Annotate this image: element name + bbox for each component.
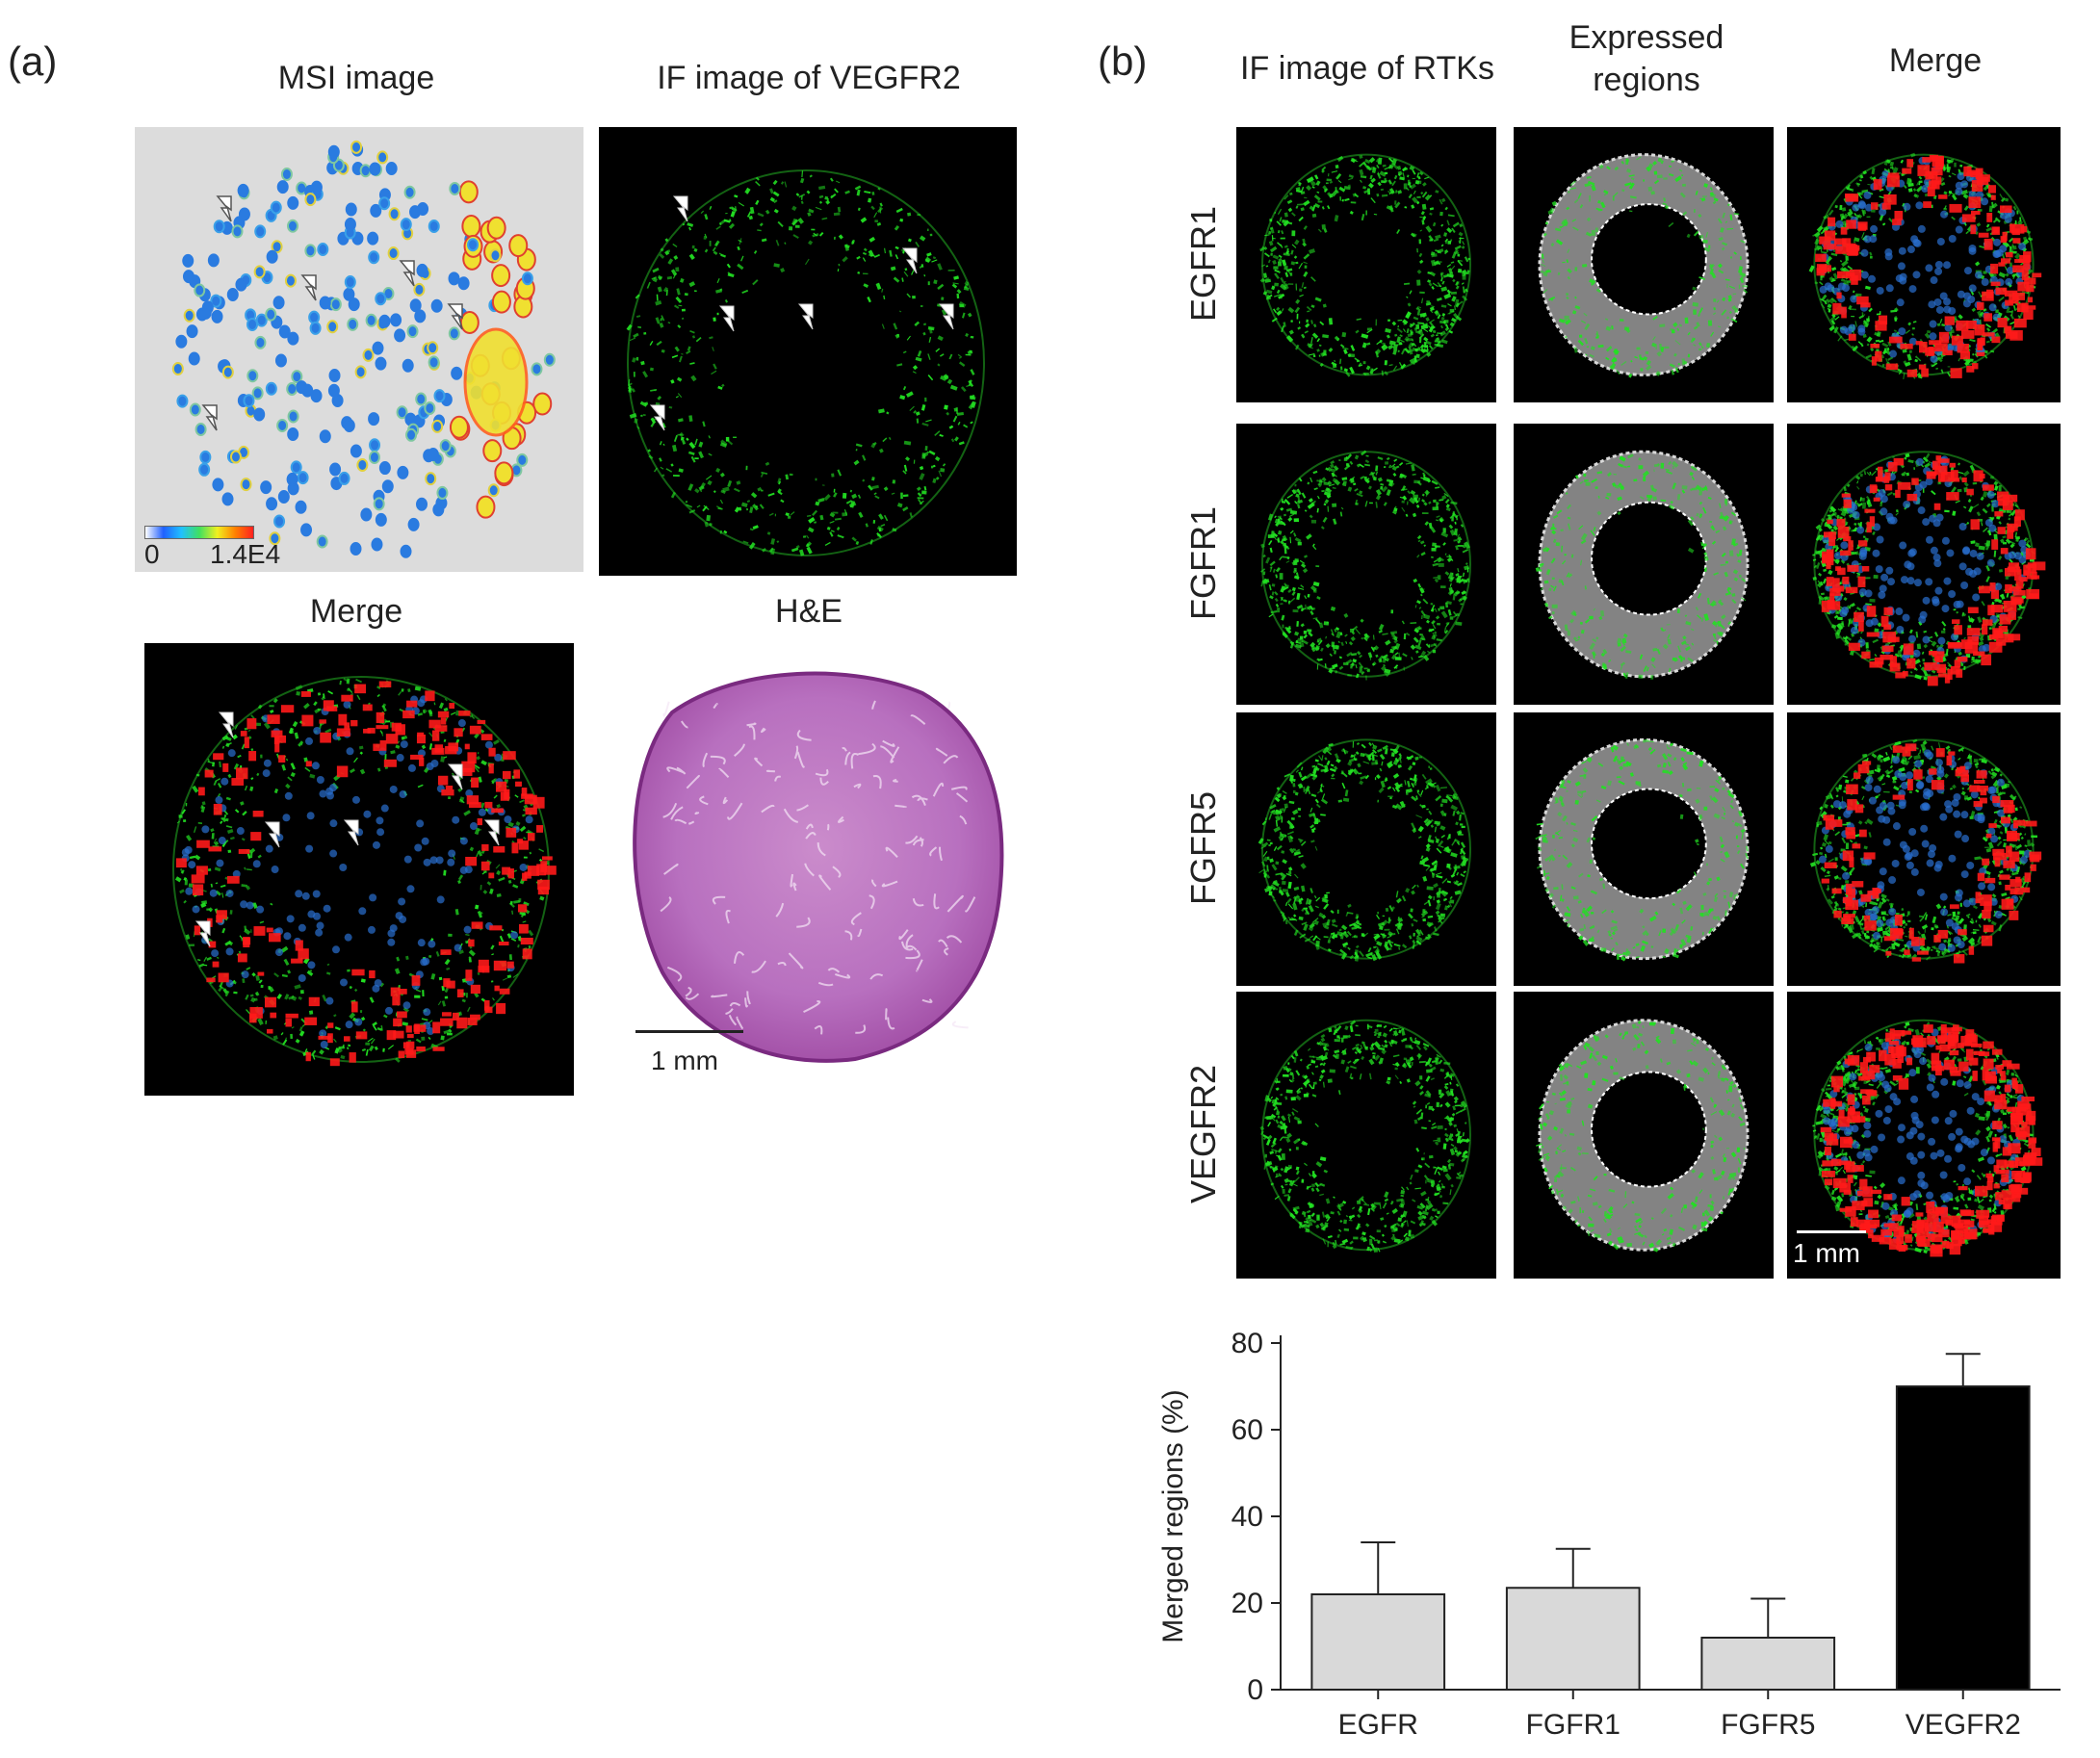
expressed-regions-image-fgfr5 xyxy=(1514,712,1774,986)
bar-fgfr5 xyxy=(1700,1637,1836,1691)
msi-image xyxy=(135,127,583,572)
msi-colorbar xyxy=(144,526,254,539)
if-image-egfr1 xyxy=(1236,127,1496,402)
merge-title-a: Merge xyxy=(309,593,403,630)
panel-a-letter: (a) xyxy=(8,39,58,84)
if-image-fgfr1 xyxy=(1236,424,1496,705)
col-expressed-title-line1: Expressed xyxy=(1569,19,1724,56)
y-tick-label: 0 xyxy=(1247,1674,1263,1706)
he-title: H&E xyxy=(775,593,843,630)
col-if-rtks-title: IF image of RTKs xyxy=(1240,50,1494,87)
row-label-egfr1: EGFR1 xyxy=(1183,205,1223,323)
merge-image-egfr1 xyxy=(1787,127,2061,402)
col-expressed-title-line2: regions xyxy=(1593,62,1700,98)
scale-bar-a xyxy=(635,1030,743,1033)
if-image-vegfr2 xyxy=(599,127,1017,576)
colorbar-max-label: 1.4E4 xyxy=(210,539,281,569)
if-image-vegfr2 xyxy=(1236,992,1496,1279)
merge-image-fgfr5 xyxy=(1787,712,2061,986)
if-image-vegfr2-title: IF image of VEGFR2 xyxy=(657,60,961,96)
row-label-fgfr1: FGFR1 xyxy=(1183,506,1223,621)
panel-b-letter: (b) xyxy=(1098,39,1148,84)
col-merge-title-b: Merge xyxy=(1888,42,1983,79)
if-image-fgfr5 xyxy=(1236,712,1496,986)
y-tick-label: 60 xyxy=(1231,1414,1263,1446)
y-tick-label: 80 xyxy=(1231,1328,1263,1359)
expressed-regions-image-fgfr1 xyxy=(1514,424,1774,705)
x-tick-label: FGFR1 xyxy=(1526,1709,1620,1741)
merge-image-vegfr2 xyxy=(1787,992,2061,1279)
x-tick-label: FGFR5 xyxy=(1721,1709,1815,1741)
x-tick-label: VEGFR2 xyxy=(1906,1709,2021,1741)
y-tick-label: 20 xyxy=(1231,1588,1263,1619)
bar-fgfr1 xyxy=(1505,1587,1641,1691)
x-tick-label: EGFR xyxy=(1338,1709,1418,1741)
he-image xyxy=(605,655,1019,1078)
merge-image-a xyxy=(144,643,574,1096)
msi-image-title: MSI image xyxy=(277,60,435,96)
row-label-fgfr5: FGFR5 xyxy=(1183,791,1223,906)
bar-vegfr2 xyxy=(1895,1385,2031,1691)
scale-label-b: 1 mm xyxy=(1793,1238,1860,1268)
y-tick-label: 40 xyxy=(1231,1501,1263,1533)
bar-chart: 0 20 40 60 80 Merged regions (%) EGFR FGFR1 FGFR… xyxy=(1136,1324,2080,1757)
y-axis-label: Merged regions (%) xyxy=(1157,1389,1189,1642)
colorbar-min-label: 0 xyxy=(144,539,160,569)
bar-egfr xyxy=(1310,1593,1446,1691)
row-label-vegfr2: VEGFR2 xyxy=(1183,1064,1223,1204)
merge-image-fgfr1 xyxy=(1787,424,2061,705)
expressed-regions-image-egfr1 xyxy=(1514,127,1774,402)
scale-label-a: 1 mm xyxy=(651,1046,718,1075)
scale-bar-b xyxy=(1797,1230,1866,1233)
expressed-regions-image-vegfr2 xyxy=(1514,992,1774,1279)
